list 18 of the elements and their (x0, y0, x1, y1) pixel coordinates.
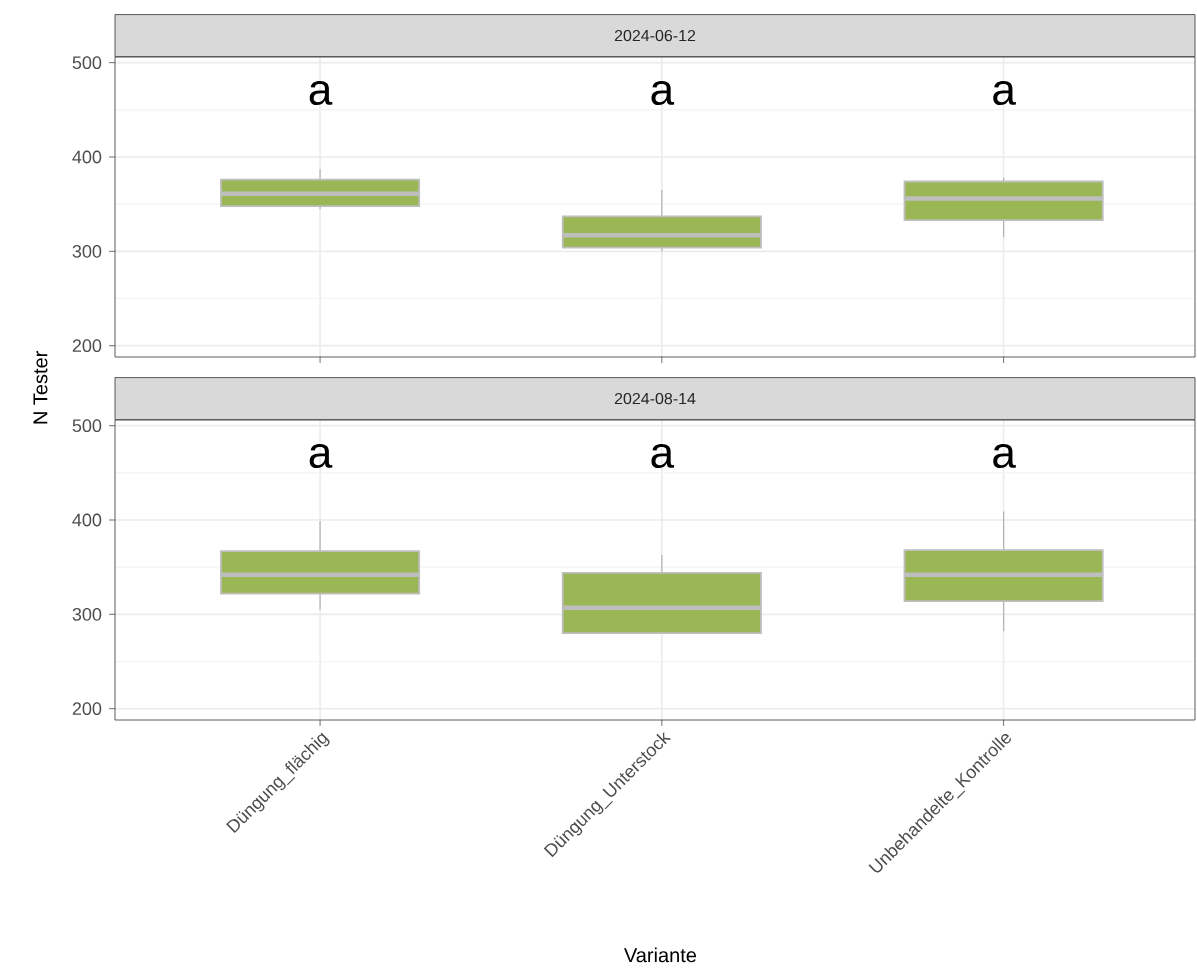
chart-title: 2024-06-12 (614, 29, 696, 42)
y-tick-label: 400 (72, 513, 102, 527)
annotation: a (651, 443, 675, 469)
annotation: a (309, 443, 333, 469)
annotation: a (993, 443, 1016, 469)
y-tick-label: 300 (72, 607, 102, 621)
y-tick-label: 200 (72, 702, 102, 716)
y-tick-label: 500 (72, 419, 102, 433)
y-tick-label: 500 (72, 56, 102, 70)
y-tick-label: 400 (72, 150, 102, 164)
annotation: a (993, 80, 1016, 106)
annotation: a (309, 80, 333, 106)
chart-title: 2024-08-14 (614, 392, 696, 405)
y-tick-label: 300 (72, 244, 102, 258)
annotation: a (651, 80, 675, 106)
x-axis-title: Variante (624, 947, 697, 963)
y-axis-title: N Tester (33, 350, 48, 424)
y-tick-label: 200 (72, 339, 102, 353)
